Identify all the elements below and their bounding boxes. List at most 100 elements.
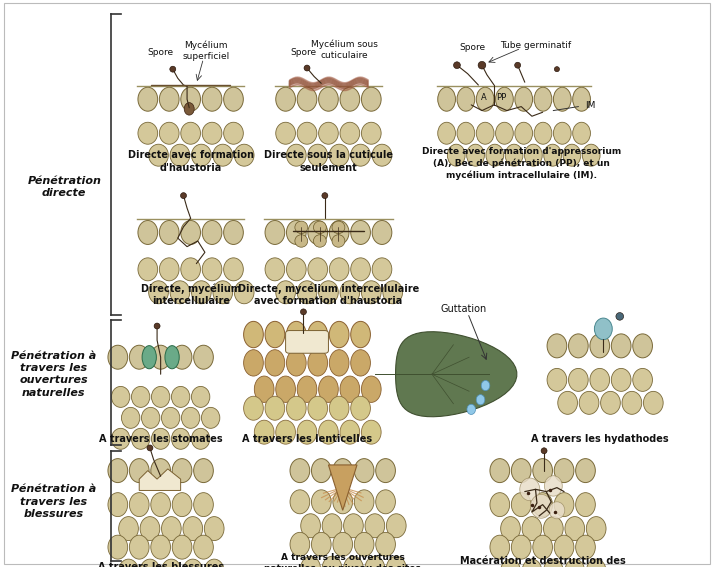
Ellipse shape — [181, 407, 200, 428]
Ellipse shape — [301, 309, 306, 315]
Ellipse shape — [322, 556, 342, 567]
Ellipse shape — [311, 490, 331, 514]
Ellipse shape — [170, 281, 190, 304]
Ellipse shape — [340, 420, 360, 444]
Ellipse shape — [308, 350, 328, 376]
Ellipse shape — [265, 350, 285, 376]
Ellipse shape — [308, 321, 328, 348]
Ellipse shape — [170, 66, 176, 72]
Ellipse shape — [533, 493, 553, 517]
Ellipse shape — [154, 323, 160, 329]
Ellipse shape — [558, 391, 578, 414]
Ellipse shape — [340, 376, 360, 403]
Ellipse shape — [372, 258, 392, 281]
Ellipse shape — [243, 396, 263, 420]
Ellipse shape — [545, 476, 563, 496]
Ellipse shape — [297, 420, 317, 444]
Polygon shape — [139, 469, 181, 490]
Ellipse shape — [318, 420, 338, 444]
Ellipse shape — [108, 345, 128, 369]
Ellipse shape — [119, 517, 139, 540]
Ellipse shape — [159, 87, 179, 111]
Ellipse shape — [181, 87, 201, 111]
Ellipse shape — [515, 122, 533, 144]
Text: A travers les ouvertures
naturelles, au niveau des sites
d'émergence de nouvelle: A travers les ouvertures naturelles, au … — [256, 553, 430, 567]
Ellipse shape — [376, 459, 396, 483]
Text: Pénétration
directe: Pénétration directe — [27, 176, 101, 198]
Ellipse shape — [490, 459, 510, 483]
Ellipse shape — [191, 428, 210, 449]
Text: Directe, mycélium intercellulaire
avec formation d'haustoria: Directe, mycélium intercellulaire avec f… — [238, 284, 419, 306]
Ellipse shape — [340, 87, 360, 111]
Ellipse shape — [265, 221, 285, 244]
Ellipse shape — [129, 535, 149, 559]
Ellipse shape — [286, 321, 306, 348]
Ellipse shape — [301, 556, 321, 567]
Text: Directe, mycélium
intercellulaire: Directe, mycélium intercellulaire — [141, 284, 241, 306]
Ellipse shape — [329, 321, 349, 348]
Ellipse shape — [476, 395, 485, 405]
Ellipse shape — [438, 87, 456, 111]
Ellipse shape — [243, 350, 263, 376]
Polygon shape — [396, 332, 517, 417]
Ellipse shape — [171, 387, 190, 407]
Ellipse shape — [172, 459, 192, 483]
Ellipse shape — [290, 490, 310, 514]
Ellipse shape — [172, 493, 192, 517]
Ellipse shape — [554, 66, 560, 71]
Ellipse shape — [308, 221, 328, 244]
Ellipse shape — [554, 493, 574, 517]
Ellipse shape — [361, 122, 381, 144]
Text: Spore: Spore — [460, 43, 486, 52]
Ellipse shape — [191, 387, 210, 407]
Ellipse shape — [140, 559, 160, 567]
Ellipse shape — [633, 334, 653, 358]
Text: Macération et destruction des
cellules par le champignon: Macération et destruction des cellules p… — [460, 556, 625, 567]
Ellipse shape — [286, 396, 306, 420]
Ellipse shape — [361, 420, 381, 444]
Ellipse shape — [181, 221, 201, 244]
Ellipse shape — [565, 517, 585, 540]
Ellipse shape — [119, 559, 139, 567]
Ellipse shape — [520, 478, 540, 501]
Ellipse shape — [594, 318, 612, 340]
Ellipse shape — [223, 221, 243, 244]
Ellipse shape — [141, 407, 160, 428]
Ellipse shape — [161, 559, 181, 567]
Ellipse shape — [467, 144, 484, 166]
Ellipse shape — [171, 428, 190, 449]
Polygon shape — [328, 465, 357, 510]
Ellipse shape — [108, 459, 128, 483]
Ellipse shape — [554, 459, 574, 483]
Ellipse shape — [332, 235, 345, 247]
Ellipse shape — [534, 87, 552, 111]
Ellipse shape — [448, 144, 465, 166]
Ellipse shape — [633, 369, 653, 391]
Ellipse shape — [476, 122, 494, 144]
Ellipse shape — [276, 420, 296, 444]
Ellipse shape — [183, 517, 203, 540]
Ellipse shape — [554, 535, 574, 559]
Text: A travers les stomates: A travers les stomates — [99, 434, 223, 445]
Ellipse shape — [313, 221, 326, 234]
Ellipse shape — [476, 87, 494, 111]
Ellipse shape — [361, 376, 381, 403]
Ellipse shape — [573, 122, 590, 144]
Ellipse shape — [351, 258, 371, 281]
Ellipse shape — [304, 65, 310, 71]
Ellipse shape — [543, 517, 563, 540]
Ellipse shape — [622, 391, 642, 414]
Ellipse shape — [297, 87, 317, 111]
Ellipse shape — [161, 517, 181, 540]
Ellipse shape — [151, 535, 171, 559]
Ellipse shape — [478, 61, 486, 69]
Ellipse shape — [496, 87, 513, 111]
Ellipse shape — [313, 235, 326, 247]
Ellipse shape — [290, 459, 310, 483]
Ellipse shape — [333, 490, 353, 514]
Ellipse shape — [372, 221, 392, 244]
Ellipse shape — [600, 391, 620, 414]
Ellipse shape — [297, 122, 317, 144]
Ellipse shape — [563, 144, 580, 166]
Ellipse shape — [184, 103, 194, 115]
